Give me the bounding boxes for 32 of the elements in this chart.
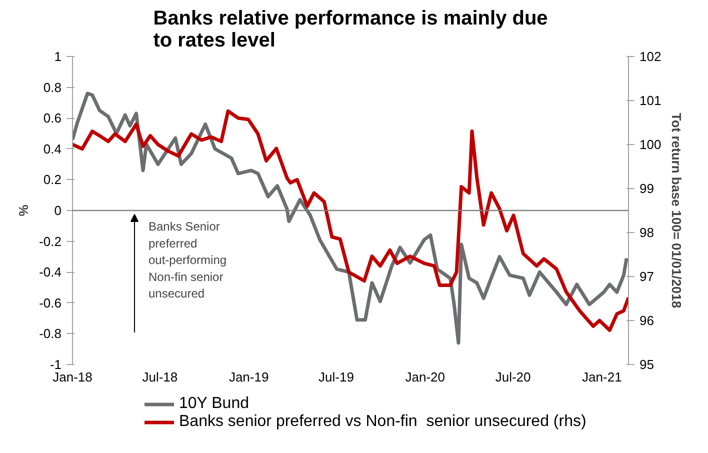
y2-tick-label: 101 — [640, 93, 662, 108]
y-tick-label: -0.4 — [39, 264, 62, 280]
y2-axis-title: Tot return base 100= 01/01/2018 — [669, 112, 684, 308]
x-tick-label: Jul-18 — [142, 370, 178, 384]
annotation: Banks Senior preferred out-performing Non-fin senior unsecured — [148, 220, 227, 301]
y-tick-label: -0.6 — [39, 295, 62, 310]
x-tick-label: Jan-21 — [582, 370, 622, 384]
y-tick-label: -0.2 — [39, 234, 62, 249]
y2-tick-label: 98 — [640, 225, 654, 240]
x-tick-label: Jul-19 — [318, 370, 354, 384]
y2-tick-label: 100 — [640, 137, 662, 152]
x-tick-label: Jul-20 — [495, 370, 531, 384]
y-tick-label: 0.2 — [43, 172, 62, 188]
x-tick-label: Jan-20 — [405, 370, 446, 384]
y2-tick-label: 97 — [640, 269, 654, 284]
chart-title: Banks relative performance is mainly due to rates level — [153, 8, 548, 52]
x-tick-label: Jan-19 — [228, 370, 269, 384]
legend-label: 10Y Bund — [179, 395, 249, 413]
y-axis-title: % — [16, 204, 32, 216]
y2-tick-label: 102 — [640, 49, 662, 64]
legend-label: Banks senior preferred vs Non-fin senior unsecured (rhs) — [179, 413, 586, 431]
y-tick-label: 1 — [54, 49, 62, 64]
y2-tick-label: 96 — [640, 313, 654, 328]
y2-tick-label: 99 — [640, 181, 654, 196]
y-tick-label: 0.6 — [43, 110, 62, 126]
y-tick-label: -0.8 — [39, 326, 62, 342]
y-tick-label: 0.8 — [43, 80, 62, 95]
x-tick-label: Jan-18 — [52, 370, 92, 384]
y-tick-label: -1 — [50, 357, 62, 372]
y-tick-label: 0.4 — [43, 141, 62, 156]
y-tick-label: 0 — [54, 203, 62, 218]
y2-tick-label: 95 — [640, 357, 654, 372]
